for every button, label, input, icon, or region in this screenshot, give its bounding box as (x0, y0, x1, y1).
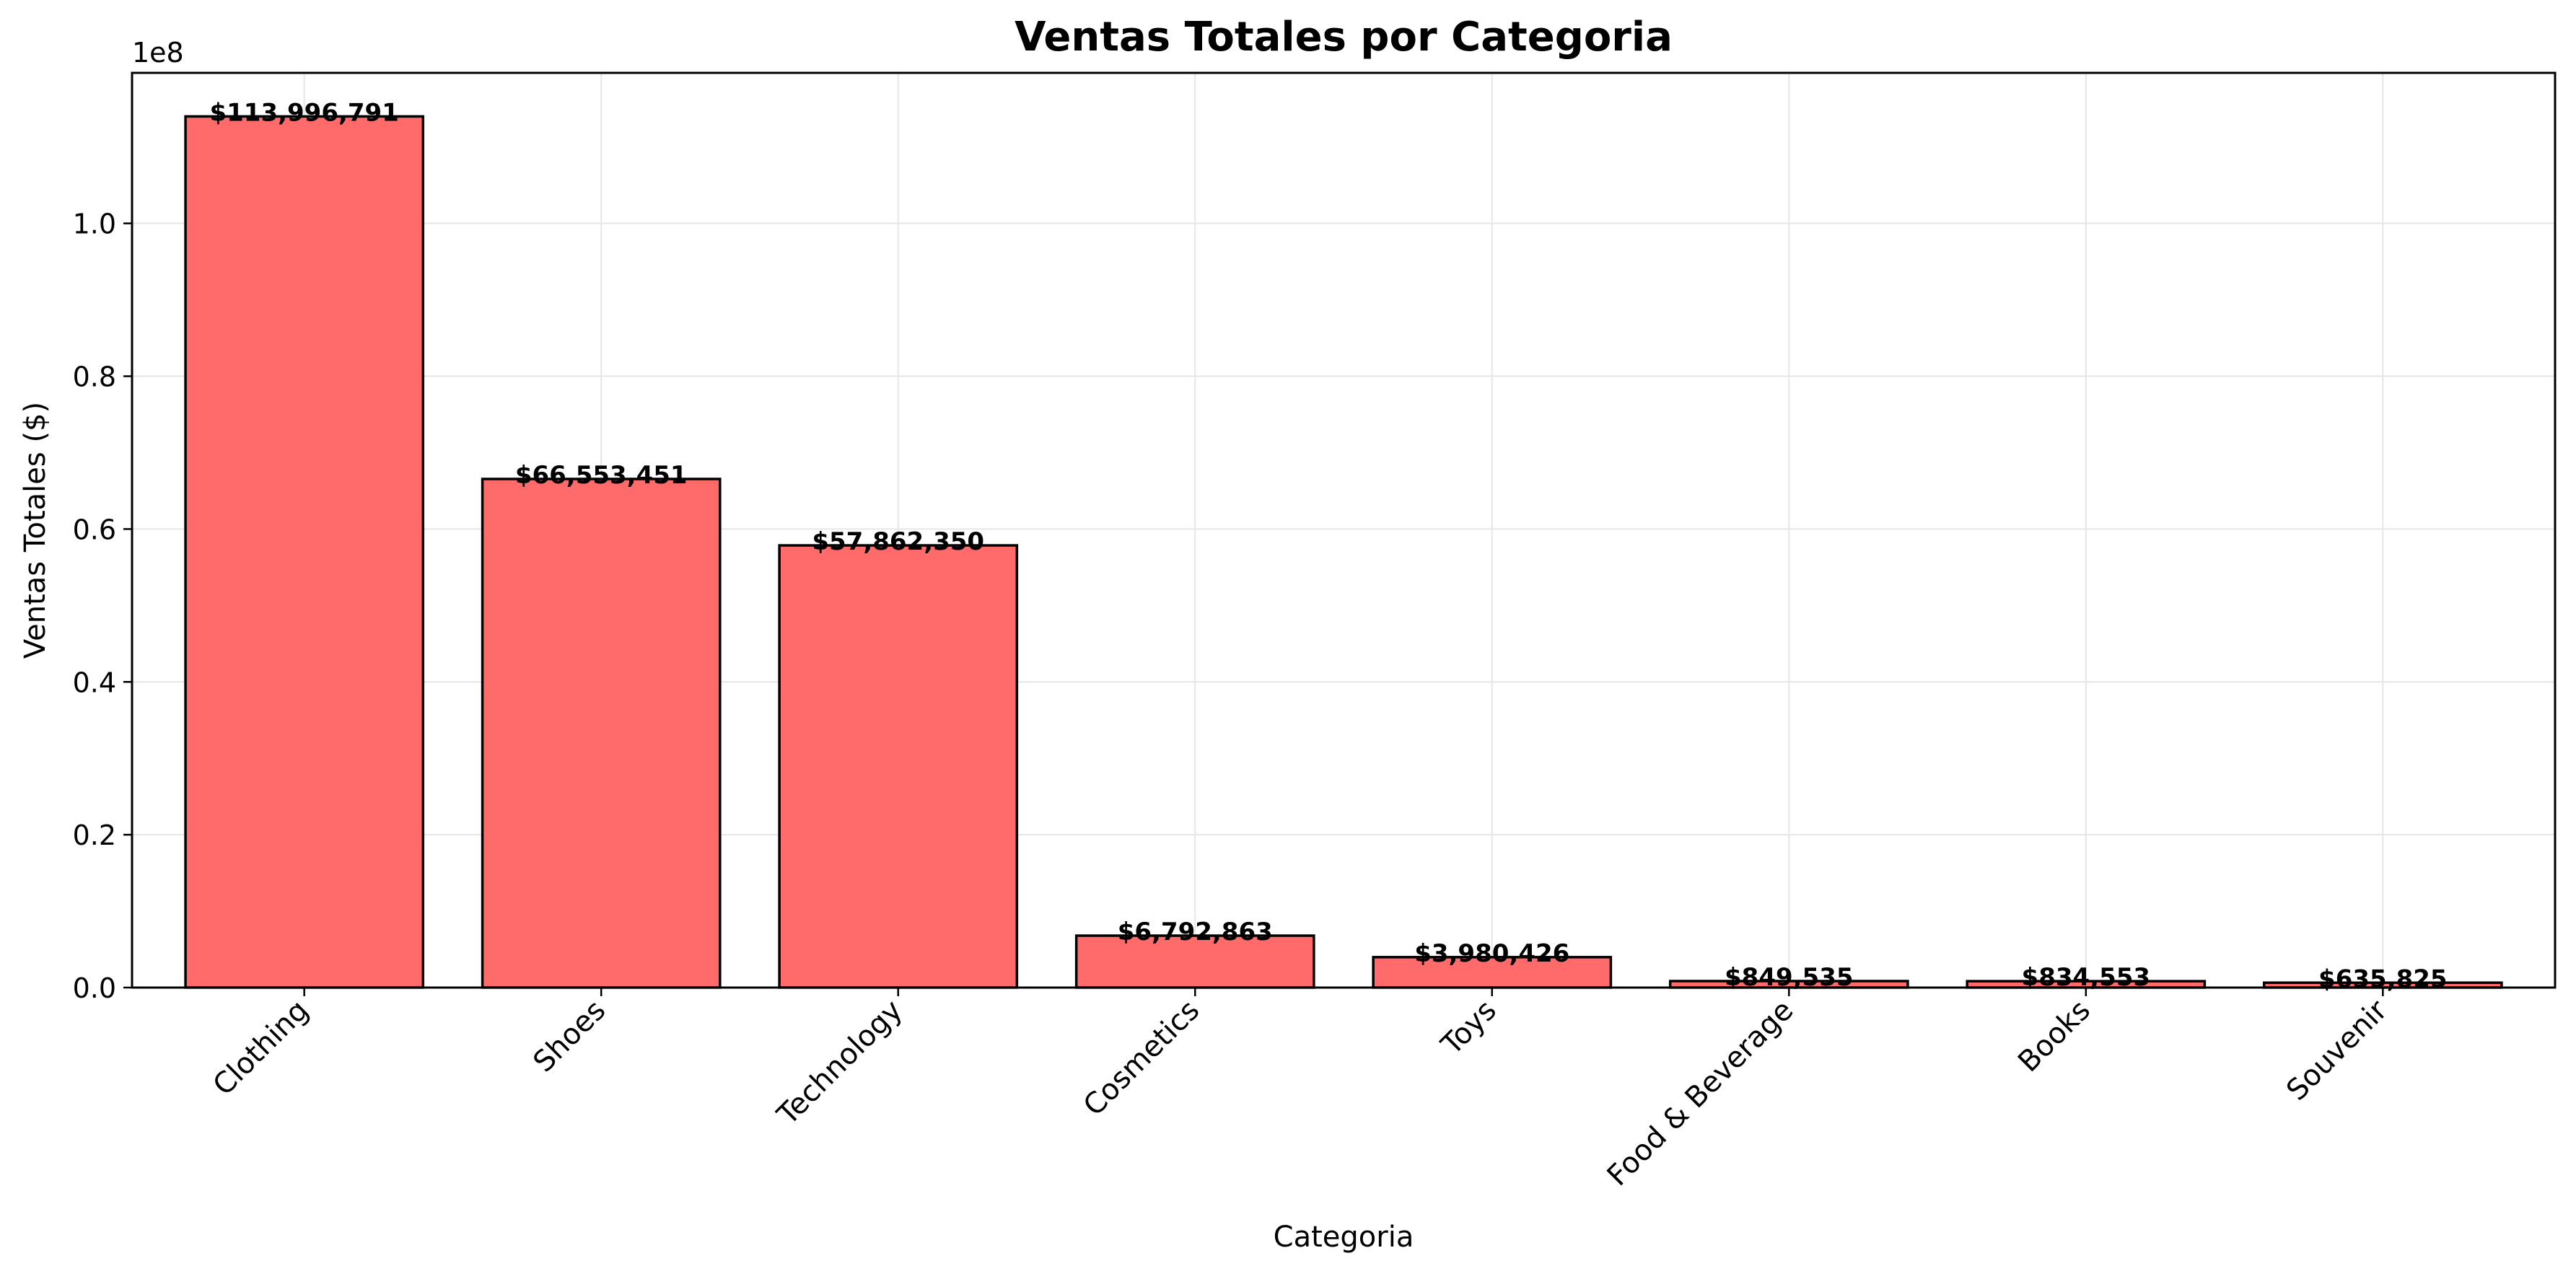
x-tick-label: Clothing (207, 994, 315, 1102)
plot-frame (131, 71, 2557, 989)
bar (481, 478, 722, 989)
x-tick-label: Books (2012, 994, 2097, 1079)
bar (1372, 956, 1613, 989)
bar (778, 544, 1019, 989)
y-axis-label: Ventas Totales ($) (19, 402, 52, 659)
bar-value-label: $6,792,863 (1118, 918, 1273, 946)
y-tick-label: 0.2 (73, 819, 116, 851)
x-tick-label: Toys (1434, 994, 1502, 1062)
bar-value-label: $57,862,350 (812, 527, 984, 556)
y-tick-label: 0.0 (73, 972, 116, 1004)
x-tick-label: Souvenir (2280, 993, 2394, 1107)
bar (184, 115, 425, 989)
x-tick-label: Shoes (527, 994, 612, 1079)
x-tick-label: Food & Beverage (1601, 994, 1800, 1193)
labels-layer: 0.0 0.2 0.4 0.6 0.8 1.0 $113,996,791 $66,553,45… (73, 98, 2448, 1192)
x-axis-label: Categoria (1274, 1221, 1414, 1254)
bars-layer (184, 115, 2503, 989)
bar-value-label: $113,996,791 (209, 98, 398, 127)
y-tick-label: 1.0 (73, 208, 116, 240)
x-tick-label: Cosmetics (1077, 994, 1206, 1123)
bar-value-label: $3,980,426 (1414, 939, 1569, 968)
bar-value-label: $834,553 (2022, 963, 2151, 992)
y-tick-label: 0.8 (73, 361, 116, 393)
x-tick-label: Technology (771, 994, 909, 1133)
y-scale-label: 1e8 (132, 37, 184, 69)
bar-value-label: $849,535 (1725, 963, 1854, 992)
bar-value-label: $66,553,451 (515, 461, 688, 490)
axes-layer (123, 71, 2557, 996)
bar-value-label: $635,825 (2318, 964, 2448, 993)
chart-title: Ventas Totales por Categoria (1015, 14, 1673, 61)
y-tick-label: 0.6 (73, 514, 116, 545)
y-tick-label: 0.4 (73, 667, 116, 698)
